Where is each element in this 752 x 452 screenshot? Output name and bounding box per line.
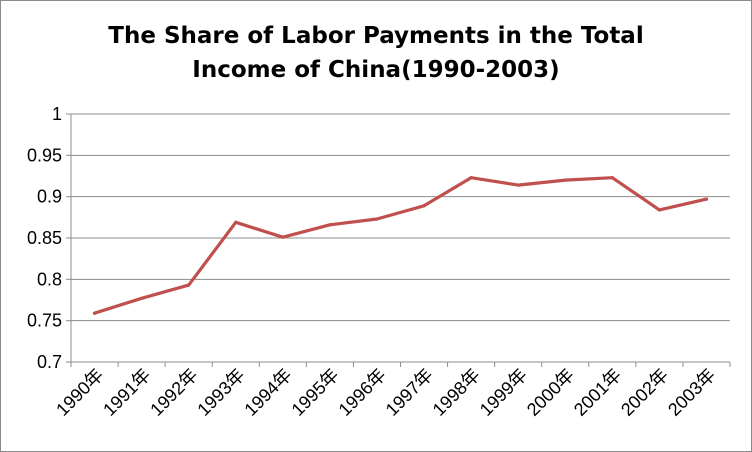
data-point xyxy=(469,176,473,180)
data-point xyxy=(375,217,379,221)
x-tick-label: 1996年 xyxy=(335,365,390,420)
data-point xyxy=(704,197,709,201)
chart-title-line-2: Income of China(1990-2003) xyxy=(192,57,560,83)
x-tick-label: 1997年 xyxy=(382,365,437,420)
data-point xyxy=(422,204,426,208)
data-point xyxy=(563,178,567,182)
y-tick-label: 0.9 xyxy=(37,187,62,207)
y-tick-label: 1 xyxy=(52,104,62,124)
y-tick-label: 0.95 xyxy=(27,145,62,165)
y-tick-label: 0.8 xyxy=(37,269,62,289)
x-tick-label: 2001年 xyxy=(570,365,625,420)
x-tick-label: 1994年 xyxy=(240,365,295,420)
y-tick-label: 0.75 xyxy=(27,311,62,331)
data-point xyxy=(140,296,144,300)
data-point xyxy=(92,311,97,315)
data-point xyxy=(657,208,661,212)
x-tick-label: 1991年 xyxy=(99,365,154,420)
series-line xyxy=(92,176,709,315)
x-tick-label: 1999年 xyxy=(476,365,531,420)
y-tick-label: 0.7 xyxy=(37,352,62,372)
data-point xyxy=(281,235,285,239)
x-tick-label: 1995年 xyxy=(288,365,343,420)
chart-title-line-1: The Share of Labor Payments in the Total xyxy=(108,23,644,49)
x-tick-label: 1992年 xyxy=(146,365,201,420)
series-group xyxy=(92,176,709,315)
data-point xyxy=(328,223,332,227)
gridlines xyxy=(71,113,730,363)
y-axis-ticks: 0.7 0.75 0.8 0.85 0.9 0.95 1 xyxy=(27,104,71,372)
x-tick-label: 1998年 xyxy=(429,365,484,420)
data-point xyxy=(610,176,614,180)
x-tick-label: 2003年 xyxy=(664,365,719,420)
x-tick-label: 1990年 xyxy=(52,365,107,420)
data-point xyxy=(187,283,191,287)
y-tick-label: 0.85 xyxy=(27,228,62,248)
x-axis-ticks: 1990年1991年1992年1993年1994年1995年1996年1997年… xyxy=(52,362,731,420)
x-tick-label: 2002年 xyxy=(617,365,672,420)
data-point xyxy=(516,183,520,187)
chart-title: The Share of Labor Payments in the Total… xyxy=(1,19,751,87)
x-tick-label: 2000年 xyxy=(523,365,578,420)
x-tick-label: 1993年 xyxy=(193,365,248,420)
data-point xyxy=(234,220,238,224)
